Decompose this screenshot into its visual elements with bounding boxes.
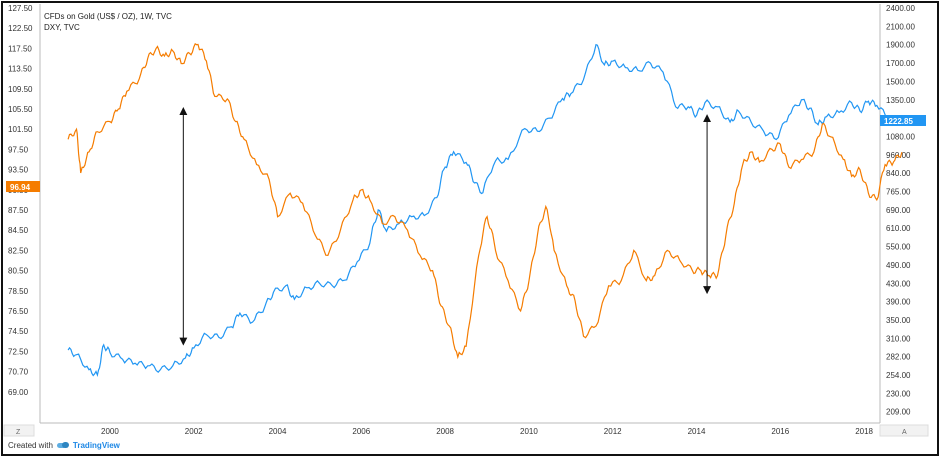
- right-tick-label: 490.00: [886, 261, 911, 270]
- right-tick-label: 1500.00: [886, 77, 915, 86]
- x-tick-label: 2012: [604, 427, 622, 436]
- right-tick-label: 550.00: [886, 243, 911, 252]
- x-tick-label: 2004: [269, 427, 287, 436]
- left-axis-ticks: 127.50 122.50 117.50 113.50 109.50 105.50 101.…: [8, 4, 33, 397]
- svg-text:Z: Z: [16, 429, 21, 436]
- auto-scale-right-button[interactable]: A: [879, 424, 929, 437]
- gold-last-value-text: 1222.85: [884, 117, 913, 126]
- dxy-index-line: [67, 43, 903, 360]
- left-tick-label: 105.50: [8, 105, 33, 114]
- gold-last-value-badge: 1222.85: [880, 115, 926, 126]
- left-tick-label: 78.50: [8, 287, 29, 296]
- footer: Created with TradingView: [8, 441, 120, 450]
- gold-price-line: [67, 43, 903, 378]
- left-tick-label: 84.50: [8, 226, 29, 235]
- legend-gold-label: CFDs on Gold (US$ / OZ), 1W, TVC: [44, 12, 172, 21]
- left-tick-label: 70.70: [8, 368, 29, 377]
- left-tick-label: 76.50: [8, 307, 29, 316]
- left-tick-label: 72.50: [8, 347, 29, 356]
- right-tick-label: 765.00: [886, 188, 911, 197]
- x-tick-label: 2016: [771, 427, 789, 436]
- right-axis-ticks: 2400.00 2100.00 1900.00 1700.00 1500.00 1350.…: [886, 4, 915, 417]
- right-tick-label: 310.00: [886, 334, 911, 343]
- left-tick-label: 97.50: [8, 145, 29, 154]
- right-tick-label: 230.00: [886, 389, 911, 398]
- series-layer: [67, 43, 903, 378]
- left-tick-label: 74.50: [8, 327, 29, 336]
- left-tick-label: 82.50: [8, 246, 29, 255]
- left-tick-label: 113.50: [8, 65, 32, 74]
- left-tick-label: 117.50: [8, 44, 32, 53]
- right-tick-label: 1350.00: [886, 96, 915, 105]
- legend-dxy-label: DXY, TVC: [44, 23, 80, 32]
- right-tick-label: 390.00: [886, 298, 911, 307]
- x-tick-label: 2018: [855, 427, 873, 436]
- right-tick-label: 254.00: [886, 371, 911, 380]
- x-tick-label: 2008: [436, 427, 454, 436]
- auto-scale-left-button[interactable]: Z: [3, 424, 35, 437]
- svg-text:A: A: [902, 429, 907, 436]
- annotation-arrows: [179, 107, 712, 346]
- right-tick-label: 840.00: [886, 169, 911, 178]
- left-tick-label: 80.50: [8, 267, 29, 276]
- tradingview-brand-link[interactable]: TradingView: [72, 441, 120, 450]
- x-tick-label: 2000: [101, 427, 119, 436]
- left-tick-label: 109.50: [8, 85, 33, 94]
- right-tick-label: 209.00: [886, 408, 911, 417]
- x-tick-label: 2010: [520, 427, 538, 436]
- dxy-last-value-text: 96.94: [10, 183, 31, 192]
- left-tick-label: 122.50: [8, 24, 33, 33]
- right-tick-label: 2100.00: [886, 22, 915, 31]
- right-tick-label: 2400.00: [886, 4, 915, 13]
- right-tick-label: 1700.00: [886, 59, 915, 68]
- right-tick-label: 1080.00: [886, 132, 915, 141]
- x-axis-ticks: 2000 2002 2004 2006 2008 2010 2012 2014 2016 2018: [101, 427, 874, 436]
- right-tick-label: 350.00: [886, 316, 911, 325]
- right-tick-label: 1900.00: [886, 41, 915, 50]
- right-tick-label: 430.00: [886, 279, 911, 288]
- x-tick-label: 2002: [185, 427, 203, 436]
- created-with-label: Created with: [8, 441, 53, 450]
- left-tick-label: 69.00: [8, 388, 29, 397]
- left-tick-label: 93.50: [8, 166, 29, 175]
- left-tick-label: 127.50: [8, 4, 33, 13]
- x-tick-label: 2006: [352, 427, 370, 436]
- left-tick-label: 87.50: [8, 206, 29, 215]
- right-tick-label: 282.00: [886, 353, 911, 362]
- left-tick-label: 101.50: [8, 125, 33, 134]
- right-tick-label: 690.00: [886, 206, 911, 215]
- right-tick-label: 610.00: [886, 224, 911, 233]
- x-tick-label: 2014: [688, 427, 706, 436]
- dxy-last-value-badge: 96.94: [6, 181, 40, 192]
- tradingview-logo-icon: [56, 442, 69, 449]
